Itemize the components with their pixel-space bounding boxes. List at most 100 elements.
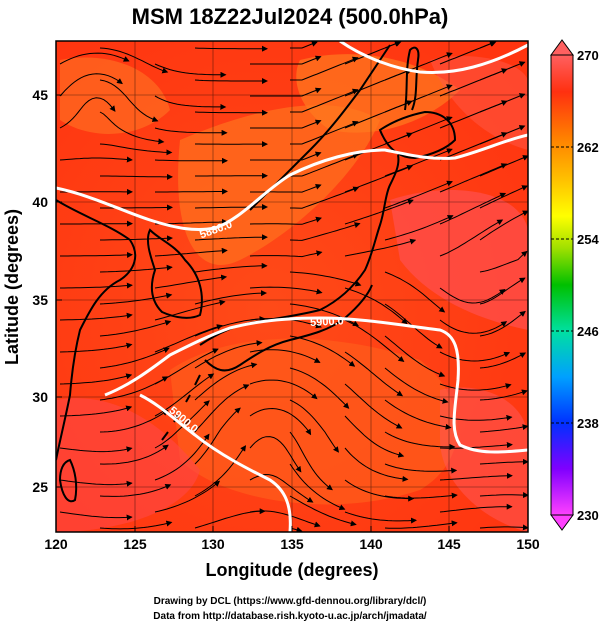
- streamline: [194, 384, 250, 433]
- streamline: [344, 383, 403, 429]
- streamline: [194, 445, 247, 497]
- streamline: [289, 463, 346, 510]
- warm-patch: [60, 57, 170, 134]
- streamline: [439, 414, 513, 421]
- streamline: [194, 262, 268, 273]
- coastline-sakhalin: [404, 46, 420, 111]
- streamline: [290, 153, 359, 177]
- streamline: [439, 472, 513, 481]
- x-tick-label: 150: [516, 536, 540, 552]
- streamline: [154, 157, 228, 164]
- y-tick-label: 25: [32, 479, 48, 495]
- x-tick-label: 145: [437, 536, 461, 552]
- streamline: [99, 320, 172, 337]
- streamline: [384, 492, 458, 499]
- streamline: [344, 199, 414, 225]
- streamline: [290, 88, 359, 113]
- streamline: [250, 55, 322, 65]
- streamline: [290, 186, 360, 209]
- streamline: [59, 479, 133, 487]
- streamline: [250, 119, 322, 129]
- warm-patch: [178, 105, 380, 265]
- streamline: [154, 433, 210, 481]
- streamline: [384, 215, 454, 241]
- colorbar-tick-label: 246: [577, 324, 599, 339]
- streamline: [194, 407, 241, 465]
- x-tick-label: 135: [280, 536, 304, 552]
- streamline: [439, 68, 508, 97]
- streamline: [344, 238, 417, 257]
- streamline: [479, 458, 528, 465]
- colorbar-tick-label: 262: [577, 140, 599, 155]
- y-axis-label: Latitude (degrees): [2, 209, 22, 365]
- streamline: [439, 219, 504, 257]
- streamline: [384, 463, 458, 474]
- streamline: [59, 73, 123, 97]
- streamline: [290, 56, 359, 81]
- streamline: [99, 111, 165, 145]
- streamline: [250, 151, 322, 161]
- y-tick-label: 40: [32, 194, 48, 210]
- streamline: [344, 287, 408, 325]
- streamline: [479, 250, 528, 273]
- streamline: [479, 210, 528, 241]
- x-tick-label: 130: [201, 536, 225, 552]
- streamline: [100, 204, 173, 211]
- coastlines: [56, 44, 457, 503]
- contour-5880-top: [339, 41, 528, 74]
- streamline: [59, 156, 133, 163]
- streamline: [479, 424, 528, 433]
- y-tick-label: 45: [32, 87, 48, 103]
- grid-lines: [56, 41, 528, 532]
- streamline: [154, 247, 228, 257]
- cool-patch: [430, 56, 528, 150]
- height-contours: [56, 41, 528, 532]
- coastline-japan-south: [204, 284, 373, 372]
- streamline: [479, 492, 528, 499]
- streamline: [249, 407, 312, 436]
- streamline: [289, 431, 333, 491]
- streamline: [384, 520, 458, 529]
- x-axis-label: Longitude (degrees): [205, 560, 378, 580]
- streamline: [479, 352, 527, 369]
- streamline: [154, 127, 228, 136]
- streamline: [439, 287, 506, 304]
- streamlines: [59, 41, 528, 532]
- streamline: [249, 379, 318, 400]
- streamline: [289, 271, 362, 287]
- colorbar: 270 262 254 246 238 230: [550, 39, 599, 531]
- streamline: [250, 87, 322, 97]
- colorbar-top-arrow: [550, 39, 574, 56]
- streamline: [194, 234, 268, 241]
- y-tick-label: 30: [32, 389, 48, 405]
- streamline: [99, 264, 173, 273]
- streamline: [59, 312, 133, 321]
- streamline: [194, 45, 268, 52]
- streamline: [99, 47, 169, 74]
- streamline: [249, 216, 322, 225]
- y-axis: 25 30 35 40 45 Latitude (degrees): [2, 87, 62, 495]
- streamline: [99, 520, 173, 530]
- streamline: [249, 349, 321, 363]
- x-tick-label: 125: [123, 536, 147, 552]
- coastline-taiwan: [58, 458, 78, 503]
- streamline: [439, 351, 511, 362]
- streamline: [59, 446, 133, 453]
- streamline: [59, 52, 130, 65]
- map-title: MSM 18Z22Jul2024 (500.0hPa): [132, 4, 449, 29]
- streamline: [59, 97, 116, 129]
- streamline: [479, 310, 526, 337]
- coastline-ryukyu: [161, 374, 201, 441]
- y-tick-label: 35: [32, 292, 48, 308]
- warm-patch: [170, 338, 458, 505]
- streamline: [194, 109, 268, 116]
- cool-patch: [440, 387, 528, 532]
- colorbar-tick-label: 254: [577, 232, 599, 247]
- colorbar-tick-label: 230: [577, 508, 599, 523]
- contour-5880-north: [56, 133, 528, 232]
- credit-drawing: Drawing by DCL (https://www.gfd-dennou.o…: [154, 596, 427, 607]
- coastline-china: [56, 199, 137, 461]
- streamline: [384, 367, 449, 404]
- streamline: [194, 508, 266, 529]
- colorbar-tick-label: 270: [577, 48, 599, 63]
